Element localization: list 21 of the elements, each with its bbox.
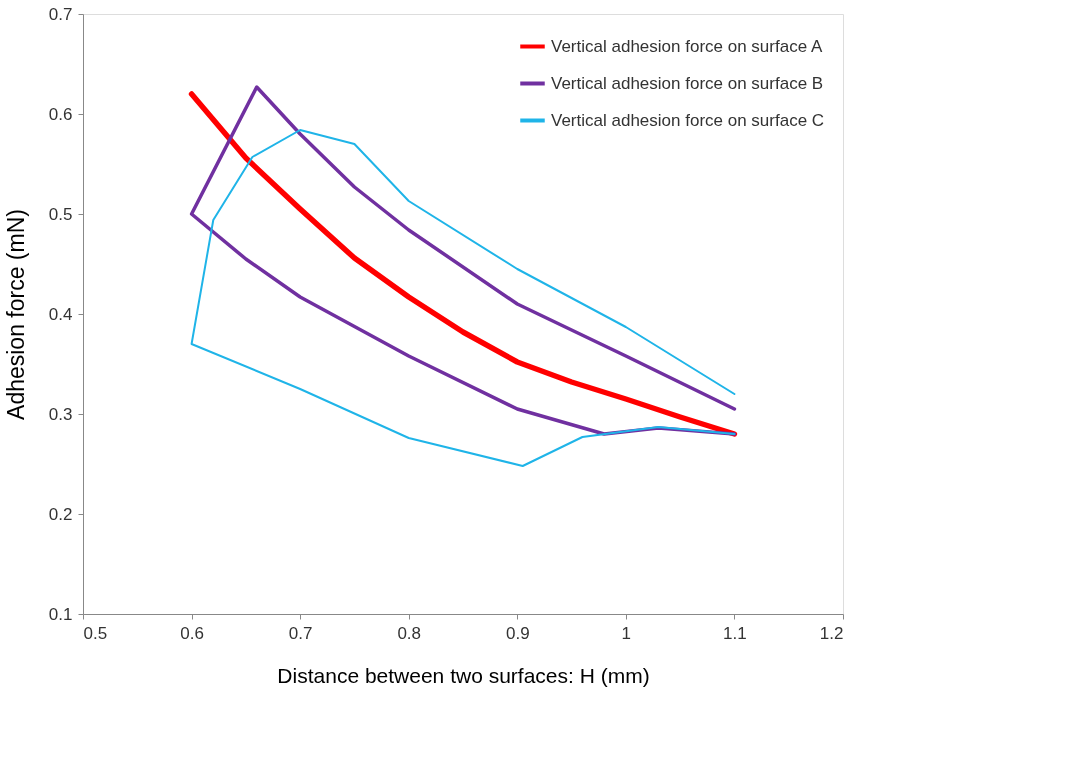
x-tick-label: 0.5 bbox=[83, 623, 108, 643]
x-axis-title: Distance between two surfaces: H (mm) bbox=[277, 663, 650, 687]
legend-label: Vertical adhesion force on surface B bbox=[551, 73, 824, 93]
y-tick-label: 0.5 bbox=[48, 204, 73, 224]
line-series bbox=[190, 129, 736, 467]
y-tick-label: 0.6 bbox=[48, 104, 73, 124]
legend-label: Vertical adhesion force on surface C bbox=[551, 110, 825, 130]
legend-label: Vertical adhesion force on surface A bbox=[551, 36, 823, 56]
x-tick-label: 1.1 bbox=[723, 623, 747, 643]
x-tick-label: 1.2 bbox=[819, 623, 844, 643]
x-tick-label: 0.8 bbox=[397, 623, 422, 643]
x-tick-label: 0.7 bbox=[288, 623, 313, 643]
y-tick-label: 0.4 bbox=[48, 304, 73, 324]
y-tick-label: 0.3 bbox=[48, 404, 73, 424]
y-tick-label: 0.1 bbox=[48, 604, 73, 624]
x-tick-label: 0.6 bbox=[180, 623, 204, 643]
x-tick-label: 1 bbox=[621, 623, 632, 643]
y-axis-title: Adhesion force (mN) bbox=[2, 209, 29, 420]
x-tick-label: 0.9 bbox=[505, 623, 530, 643]
y-tick-label: 0.2 bbox=[48, 504, 73, 524]
y-tick-label: 0.7 bbox=[48, 4, 73, 24]
